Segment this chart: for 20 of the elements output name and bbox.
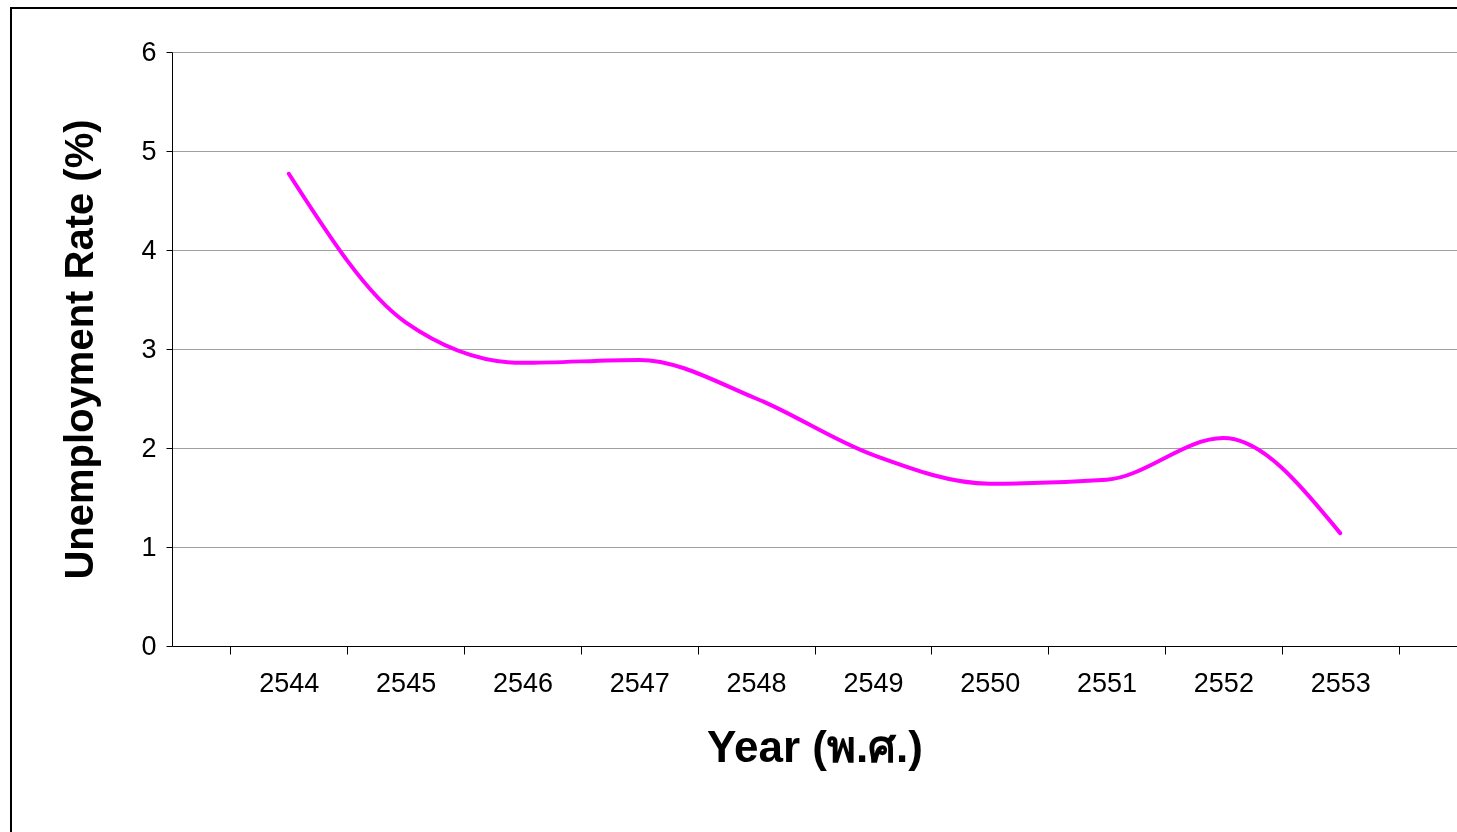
x-tick-label: 2545 xyxy=(376,667,437,698)
y-tick-label: 1 xyxy=(141,531,157,562)
x-tick-label: 2549 xyxy=(843,667,904,698)
x-tick-label: 2550 xyxy=(960,667,1021,698)
y-tick-label: 5 xyxy=(141,135,157,166)
y-tick-label: 4 xyxy=(141,234,157,265)
y-tick-label: 6 xyxy=(141,36,157,67)
x-tick-label: 2551 xyxy=(1077,667,1138,698)
y-tick-label: 0 xyxy=(141,630,157,661)
y-tick-label: 3 xyxy=(141,333,157,364)
x-tick-label: 2552 xyxy=(1193,667,1254,698)
x-axis-title: Year (พ.ศ.) xyxy=(707,721,923,771)
x-tick-label: 2547 xyxy=(609,667,670,698)
y-tick-label: 2 xyxy=(141,432,157,463)
x-tick-label: 2553 xyxy=(1310,667,1371,698)
x-tick-label: 2546 xyxy=(492,667,553,698)
line-series xyxy=(286,171,1343,536)
x-tick-label: 2544 xyxy=(259,667,320,698)
y-axis-title: Unemployment Rate (%) xyxy=(57,119,102,580)
x-tick-label: 2548 xyxy=(726,667,787,698)
